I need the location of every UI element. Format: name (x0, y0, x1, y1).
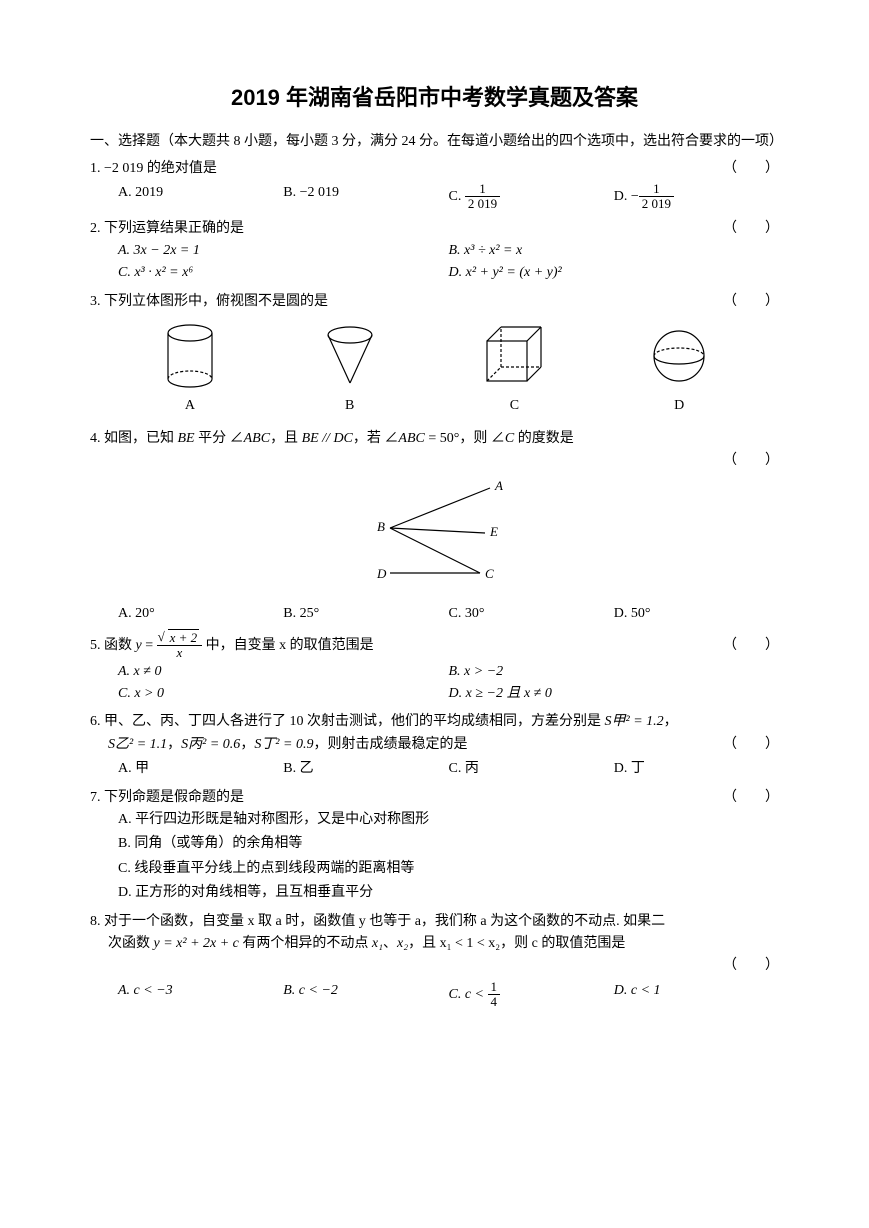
answer-blank: （ ） (723, 158, 779, 180)
svg-text:B: B (377, 519, 385, 534)
answer-blank: （ ） (723, 955, 779, 977)
question-6: 6. 甲、乙、丙、丁四人各进行了 10 次射击测试，他们的平均成绩相同，方差分别… (90, 711, 779, 780)
q6-stem-line1: 6. 甲、乙、丙、丁四人各进行了 10 次射击测试，他们的平均成绩相同，方差分别… (90, 711, 779, 733)
q2-option-d: D. x² + y² = (x + y)² (449, 262, 780, 284)
q4-option-c: C. 30° (449, 603, 614, 625)
q5-option-d: D. x ≥ −2 且 x ≠ 0 (449, 683, 780, 705)
q6-option-d: D. 丁 (614, 758, 779, 780)
q7-option-a: A. 平行四边形既是轴对称图形，又是中心对称图形 (118, 809, 779, 831)
answer-blank: （ ） (723, 635, 779, 657)
q4-option-d: D. 50° (614, 603, 779, 625)
q2-option-a: A. 3x − 2x = 1 (118, 240, 449, 262)
q2-option-c: C. x³ · x² = x⁶ (118, 262, 449, 284)
q2-stem: 2. 下列运算结果正确的是 (90, 218, 244, 240)
section-1-heading: 一、选择题（本大题共 8 小题，每小题 3 分，满分 24 分。在每道小题给出的… (90, 131, 779, 153)
q8-option-d: D. c < 1 (614, 980, 779, 1010)
q1-option-a: A. 2019 (118, 182, 283, 212)
q1-stem: 1. −2 019 的绝对值是 (90, 158, 217, 180)
q3-stem: 3. 下列立体图形中，俯视图不是圆的是 (90, 291, 328, 313)
question-5: 5. 函数 y = x + 2x 中，自变量 x 的取值范围是 （ ） A. x… (90, 631, 779, 705)
shape-sphere: D (649, 321, 709, 417)
q7-option-b: B. 同角（或等角）的余角相等 (118, 833, 779, 855)
q8-option-b: B. c < −2 (283, 980, 448, 1010)
q7-option-d: D. 正方形的对角线相等，且互相垂直平分 (118, 882, 779, 904)
q6-option-a: A. 甲 (118, 758, 283, 780)
question-3: 3. 下列立体图形中，俯视图不是圆的是 （ ） A B (90, 291, 779, 422)
svg-text:D: D (376, 566, 387, 581)
q4-option-b: B. 25° (283, 603, 448, 625)
q2-option-b: B. x³ ÷ x² = x (449, 240, 780, 262)
question-2: 2. 下列运算结果正确的是 （ ） A. 3x − 2x = 1 B. x³ ÷… (90, 218, 779, 285)
q4-figure: A B E D C (90, 478, 779, 596)
q6-option-b: B. 乙 (283, 758, 448, 780)
answer-blank: （ ） (723, 218, 779, 240)
q6-stem-line2: S乙² = 1.1，S丙² = 0.6，S丁² = 0.9，则射击成绩最稳定的是 (108, 734, 467, 756)
q1-option-b: B. −2 019 (283, 182, 448, 212)
q5-stem: 5. 函数 y = x + 2x 中，自变量 x 的取值范围是 (90, 631, 374, 661)
q7-stem: 7. 下列命题是假命题的是 (90, 787, 244, 809)
q4-option-a: A. 20° (118, 603, 283, 625)
q5-option-a: A. x ≠ 0 (118, 661, 449, 683)
q1-option-c: C. 12 019 (449, 182, 614, 212)
svg-text:A: A (494, 478, 503, 493)
question-8: 8. 对于一个函数，自变量 x 取 a 时，函数值 y 也等于 a，我们称 a … (90, 911, 779, 1010)
question-4: 4. 如图，已知 BE 平分 ∠ABC，且 BE // DC，若 ∠ABC = … (90, 428, 779, 626)
q8-option-a: A. c < −3 (118, 980, 283, 1010)
q4-stem: 4. 如图，已知 BE 平分 ∠ABC，且 BE // DC，若 ∠ABC = … (90, 428, 779, 450)
question-1: 1. −2 019 的绝对值是 （ ） A. 2019 B. −2 019 C.… (90, 158, 779, 212)
q5-option-b: B. x > −2 (449, 661, 780, 683)
q6-option-c: C. 丙 (449, 758, 614, 780)
q8-option-c: C. c < 14 (449, 980, 614, 1010)
svg-text:C: C (485, 566, 494, 581)
q8-stem-line1: 8. 对于一个函数，自变量 x 取 a 时，函数值 y 也等于 a，我们称 a … (90, 911, 779, 933)
answer-blank: （ ） (723, 291, 779, 313)
answer-blank: （ ） (723, 450, 779, 472)
page-title: 2019 年湖南省岳阳市中考数学真题及答案 (90, 80, 779, 115)
answer-blank: （ ） (723, 787, 779, 809)
q7-option-c: C. 线段垂直平分线上的点到线段两端的距离相等 (118, 858, 779, 880)
shape-cylinder: A (160, 321, 220, 417)
question-7: 7. 下列命题是假命题的是 （ ） A. 平行四边形既是轴对称图形，又是中心对称… (90, 787, 779, 905)
shape-cube: C (479, 321, 549, 417)
q5-option-c: C. x > 0 (118, 683, 449, 705)
shape-cone: B (320, 321, 380, 417)
svg-text:E: E (489, 524, 498, 539)
q1-option-d: D. −12 019 (614, 182, 779, 212)
answer-blank: （ ） (723, 734, 779, 756)
q8-stem-line2: 次函数 y = x² + 2x + c 有两个相异的不动点 x₁、x₂，且 x₁… (90, 933, 779, 955)
